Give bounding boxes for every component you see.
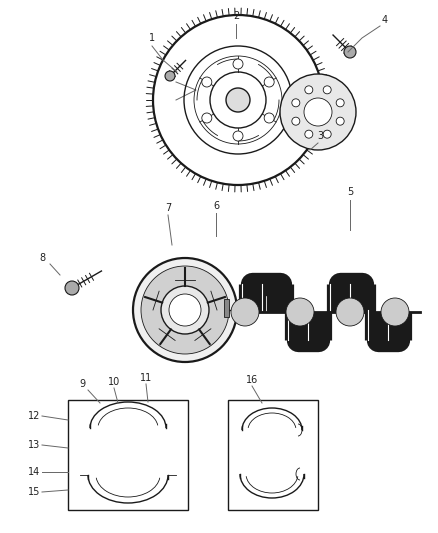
Text: 3: 3 — [317, 131, 323, 141]
Circle shape — [65, 281, 79, 295]
Text: 9: 9 — [79, 379, 85, 389]
Circle shape — [336, 117, 344, 125]
Circle shape — [202, 113, 212, 123]
Circle shape — [292, 99, 300, 107]
Text: 1: 1 — [149, 33, 155, 43]
Text: 2: 2 — [233, 11, 239, 21]
Text: 14: 14 — [28, 467, 40, 477]
Circle shape — [336, 298, 364, 326]
Text: 15: 15 — [28, 487, 40, 497]
Text: 12: 12 — [28, 411, 40, 421]
Circle shape — [336, 99, 344, 107]
Circle shape — [292, 117, 300, 125]
Circle shape — [264, 77, 274, 87]
Circle shape — [264, 113, 274, 123]
Bar — [228, 400, 318, 510]
Circle shape — [304, 98, 332, 126]
Text: 4: 4 — [382, 15, 388, 25]
Bar — [224, 299, 229, 317]
Circle shape — [323, 130, 331, 138]
Text: 5: 5 — [347, 187, 353, 197]
Circle shape — [141, 266, 229, 354]
Text: 16: 16 — [246, 375, 258, 385]
Text: 10: 10 — [108, 377, 120, 387]
Circle shape — [226, 88, 250, 112]
Circle shape — [280, 74, 356, 150]
Circle shape — [161, 286, 209, 334]
Circle shape — [169, 294, 201, 326]
Circle shape — [165, 71, 175, 81]
Bar — [68, 400, 188, 510]
Circle shape — [323, 86, 331, 94]
Circle shape — [305, 130, 313, 138]
Circle shape — [231, 298, 259, 326]
Text: 8: 8 — [39, 253, 45, 263]
Circle shape — [202, 77, 212, 87]
Circle shape — [286, 298, 314, 326]
Text: 11: 11 — [140, 373, 152, 383]
Circle shape — [344, 46, 356, 58]
Text: 13: 13 — [28, 440, 40, 450]
Circle shape — [233, 131, 243, 141]
Circle shape — [381, 298, 409, 326]
Text: 6: 6 — [213, 201, 219, 211]
Circle shape — [305, 86, 313, 94]
Circle shape — [133, 258, 237, 362]
Circle shape — [233, 59, 243, 69]
Text: 7: 7 — [165, 203, 171, 213]
